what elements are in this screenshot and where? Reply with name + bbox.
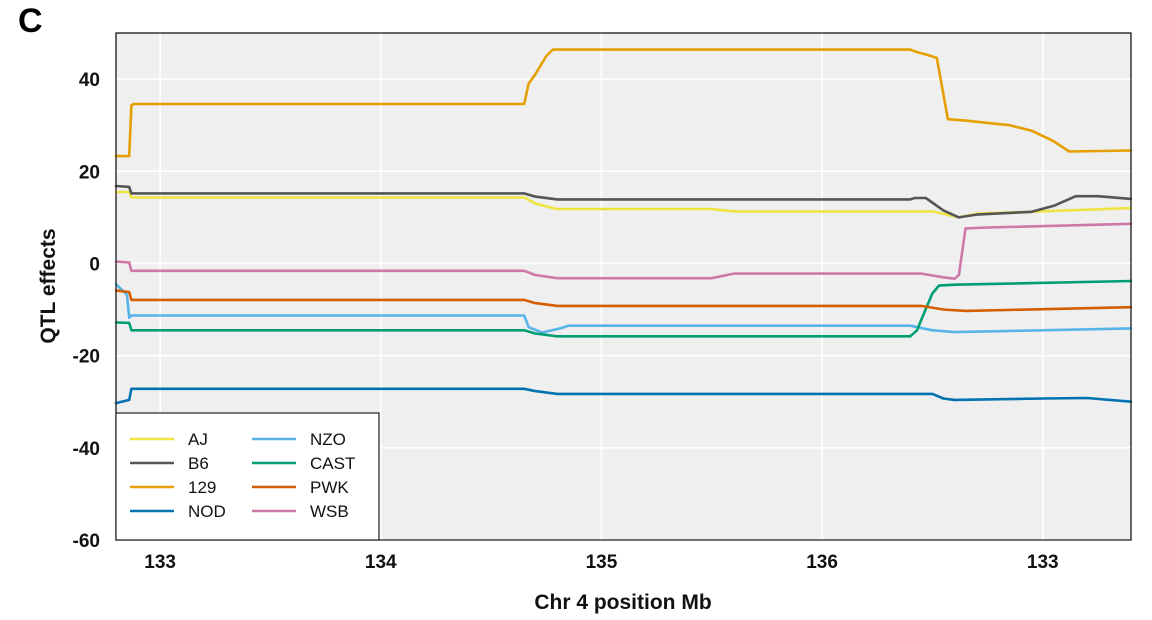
legend-label-pwk: PWK bbox=[310, 478, 349, 497]
series-line-nod bbox=[114, 387, 1133, 405]
legend-label-aj: AJ bbox=[188, 430, 208, 449]
y-tick-label: 20 bbox=[79, 162, 100, 183]
series-line-wsb bbox=[114, 222, 1133, 280]
x-axis-label: Chr 4 position Mb bbox=[534, 591, 711, 614]
plot-frame bbox=[115, 32, 1132, 541]
x-tick-label: 136 bbox=[806, 552, 838, 573]
y-axis-label: QTL effects bbox=[37, 228, 60, 343]
legend: AJ B6 129 NOD NZO CAST PWK WSB bbox=[115, 412, 380, 541]
y-tick-label: 40 bbox=[79, 70, 100, 91]
y-tick-label: -20 bbox=[73, 347, 100, 368]
legend-label-nod: NOD bbox=[188, 502, 226, 521]
legend-label-cast: CAST bbox=[310, 454, 355, 473]
x-tick-label: 134 bbox=[365, 552, 397, 573]
x-tick-label: 133 bbox=[144, 552, 176, 573]
legend-label-129: 129 bbox=[188, 478, 216, 497]
x-tick-label: 135 bbox=[586, 552, 618, 573]
series-line-129 bbox=[114, 48, 1133, 158]
panel-label: C bbox=[18, 2, 43, 40]
x-axis: 133 134 135 136 133 bbox=[144, 552, 1058, 573]
y-tick-label: 0 bbox=[89, 254, 100, 275]
series-line-b6 bbox=[114, 184, 1133, 219]
series-line-pwk bbox=[114, 289, 1133, 313]
series-line-cast bbox=[114, 279, 1133, 338]
y-tick-label: -40 bbox=[73, 439, 100, 460]
x-tick-label: 133 bbox=[1027, 552, 1059, 573]
series-layer bbox=[114, 48, 1133, 405]
legend-label-wsb: WSB bbox=[310, 502, 349, 521]
y-tick-label: -60 bbox=[73, 531, 100, 552]
legend-label-b6: B6 bbox=[188, 454, 209, 473]
legend-box bbox=[115, 412, 380, 541]
series-line-nzo bbox=[114, 282, 1133, 334]
y-axis: -60 -40 -20 0 20 40 bbox=[73, 70, 100, 552]
legend-label-nzo: NZO bbox=[310, 430, 346, 449]
